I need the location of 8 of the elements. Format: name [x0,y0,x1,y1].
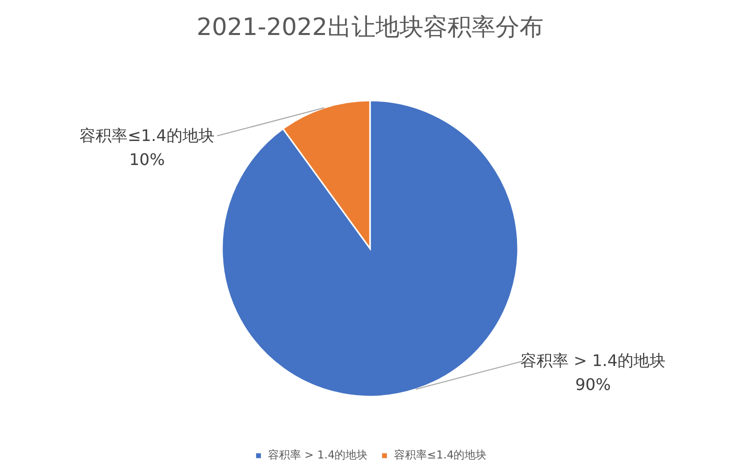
legend-label: 容积率 > 1.4的地块 [268,448,368,462]
data-label: 10% [129,150,165,169]
legend-label: 容积率≤1.4的地块 [394,448,487,462]
data-label: 90% [575,375,611,394]
chart-title: 2021-2022出让地块容积率分布 [196,13,544,41]
pie-slice [221,100,519,398]
slice-label: 容积率≤1.4的地块 [80,126,214,145]
slice-label: 容积率 > 1.4的地块 [520,351,666,370]
